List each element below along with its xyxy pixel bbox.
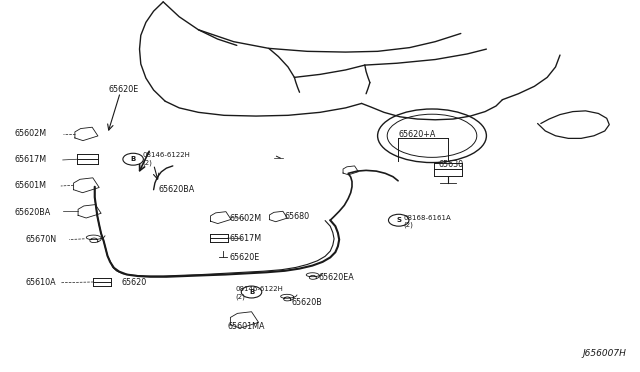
Text: 65630: 65630: [438, 160, 463, 169]
Text: 65617M: 65617M: [14, 155, 46, 164]
Text: 65680: 65680: [284, 212, 309, 221]
Text: 65670N: 65670N: [26, 235, 57, 244]
Text: 08168-6161A
(2): 08168-6161A (2): [403, 215, 451, 228]
Text: 65620E: 65620E: [229, 253, 259, 262]
Text: B: B: [131, 156, 136, 162]
Text: 65602M: 65602M: [229, 214, 261, 223]
Text: 65620BA: 65620BA: [159, 185, 195, 194]
Text: S: S: [396, 217, 401, 223]
Text: 65620B: 65620B: [291, 298, 322, 307]
Text: 65602M: 65602M: [14, 129, 46, 138]
Text: 65617M: 65617M: [229, 234, 261, 243]
Text: 08146-6122H
(2): 08146-6122H (2): [236, 286, 284, 300]
Text: 65620+A: 65620+A: [398, 130, 435, 139]
Text: B: B: [249, 289, 254, 295]
Text: 65620BA: 65620BA: [14, 208, 51, 217]
Text: 65620EA: 65620EA: [319, 273, 355, 282]
Text: 65601M: 65601M: [14, 182, 46, 190]
Text: 08146-6122H
(2): 08146-6122H (2): [142, 153, 190, 166]
Text: 65620E: 65620E: [109, 85, 139, 94]
Text: J656007H: J656007H: [582, 349, 626, 358]
Text: 65620: 65620: [122, 278, 147, 287]
Text: 65601MA: 65601MA: [227, 322, 265, 331]
Text: 65610A: 65610A: [26, 278, 56, 287]
